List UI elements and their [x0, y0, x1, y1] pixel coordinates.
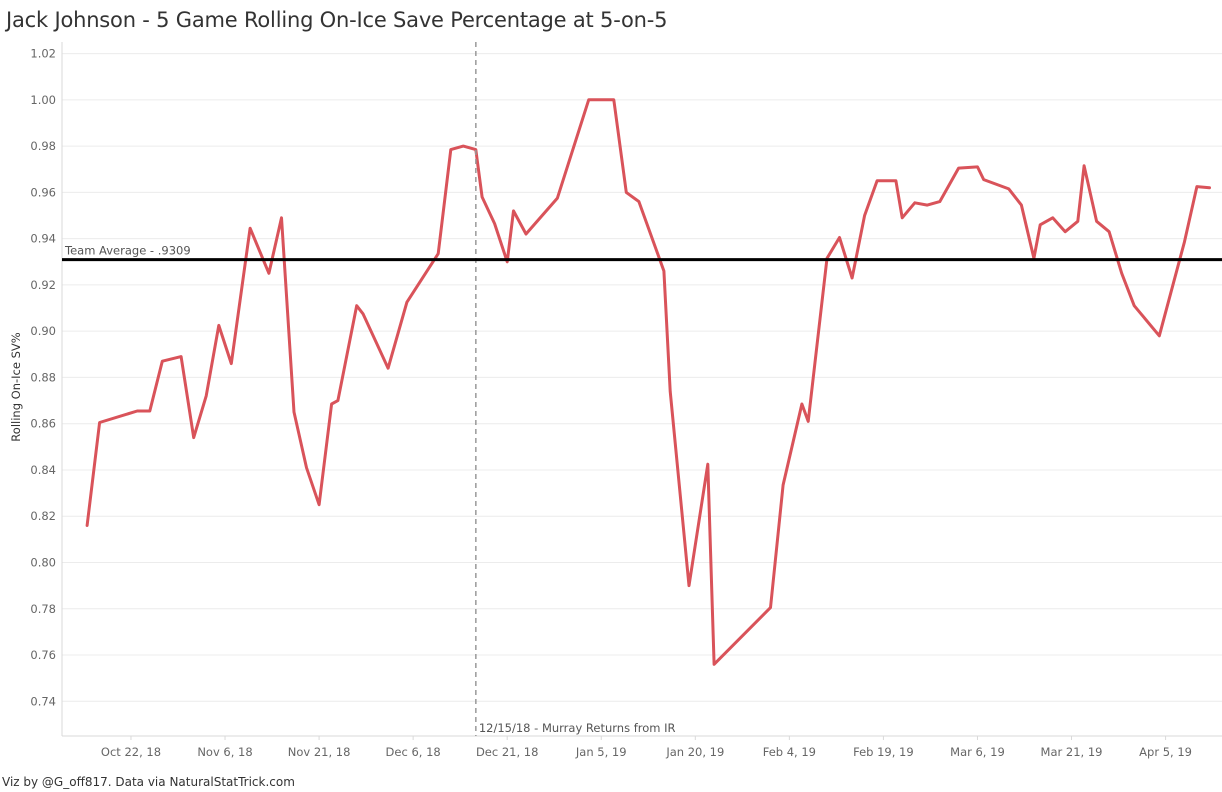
y-tick-label: 0.90 — [30, 324, 56, 338]
y-tick-label: 0.78 — [30, 602, 56, 616]
x-tick-label: Nov 6, 18 — [197, 745, 252, 759]
annotation-label: 12/15/18 - Murray Returns from IR — [479, 721, 676, 735]
x-tick-label: Nov 21, 18 — [288, 745, 351, 759]
y-tick-label: 0.88 — [30, 370, 56, 384]
y-tick-label: 1.00 — [30, 93, 56, 107]
x-tick-label: Mar 21, 19 — [1041, 745, 1103, 759]
gridlines — [62, 53, 1222, 702]
y-axis-ticks: 0.74 0.76 0.78 0.80 0.82 0.84 0.86 0.88 0.90 0.92… — [30, 47, 56, 709]
y-tick-label: 0.74 — [30, 694, 56, 708]
y-tick-label: 0.80 — [30, 556, 56, 570]
y-axis-label: Rolling On-Ice SV% — [9, 332, 23, 441]
chart-title: Jack Johnson - 5 Game Rolling On-Ice Sav… — [6, 8, 668, 32]
team-average-label: Team Average - .9309 — [64, 244, 191, 258]
y-tick-label: 0.96 — [30, 185, 56, 199]
y-tick-label: 1.02 — [30, 47, 56, 61]
x-tick-label: Dec 6, 18 — [386, 745, 441, 759]
x-tick-label: Jan 5, 19 — [575, 745, 627, 759]
axes — [61, 42, 1222, 737]
x-axis-ticks: Oct 22, 18 Nov 6, 18 Nov 21, 18 Dec 6, 18 De… — [101, 736, 1192, 759]
series-line — [85, 98, 1211, 666]
y-tick-label: 0.92 — [30, 278, 56, 292]
y-tick-label: 0.82 — [30, 509, 56, 523]
y-tick-label: 0.98 — [30, 139, 56, 153]
y-tick-label: 0.86 — [30, 417, 56, 431]
x-tick-label: Feb 4, 19 — [763, 745, 816, 759]
x-tick-label: Jan 20, 19 — [665, 745, 724, 759]
x-tick-label: Feb 19, 19 — [853, 745, 914, 759]
x-tick-label: Mar 6, 19 — [950, 745, 1005, 759]
reference-layer: 12/15/18 - Murray Returns from IR Team Av… — [62, 42, 1222, 736]
x-tick-label: Oct 22, 18 — [101, 745, 161, 759]
x-tick-label: Apr 5, 19 — [1139, 745, 1192, 759]
footer-credit: Viz by @G_off817. Data via NaturalStatTr… — [2, 775, 295, 789]
y-tick-label: 0.84 — [30, 463, 56, 477]
y-tick-label: 0.94 — [30, 232, 56, 246]
x-tick-label: Dec 21, 18 — [476, 745, 539, 759]
series-layer — [85, 98, 1211, 666]
y-tick-label: 0.76 — [30, 648, 56, 662]
